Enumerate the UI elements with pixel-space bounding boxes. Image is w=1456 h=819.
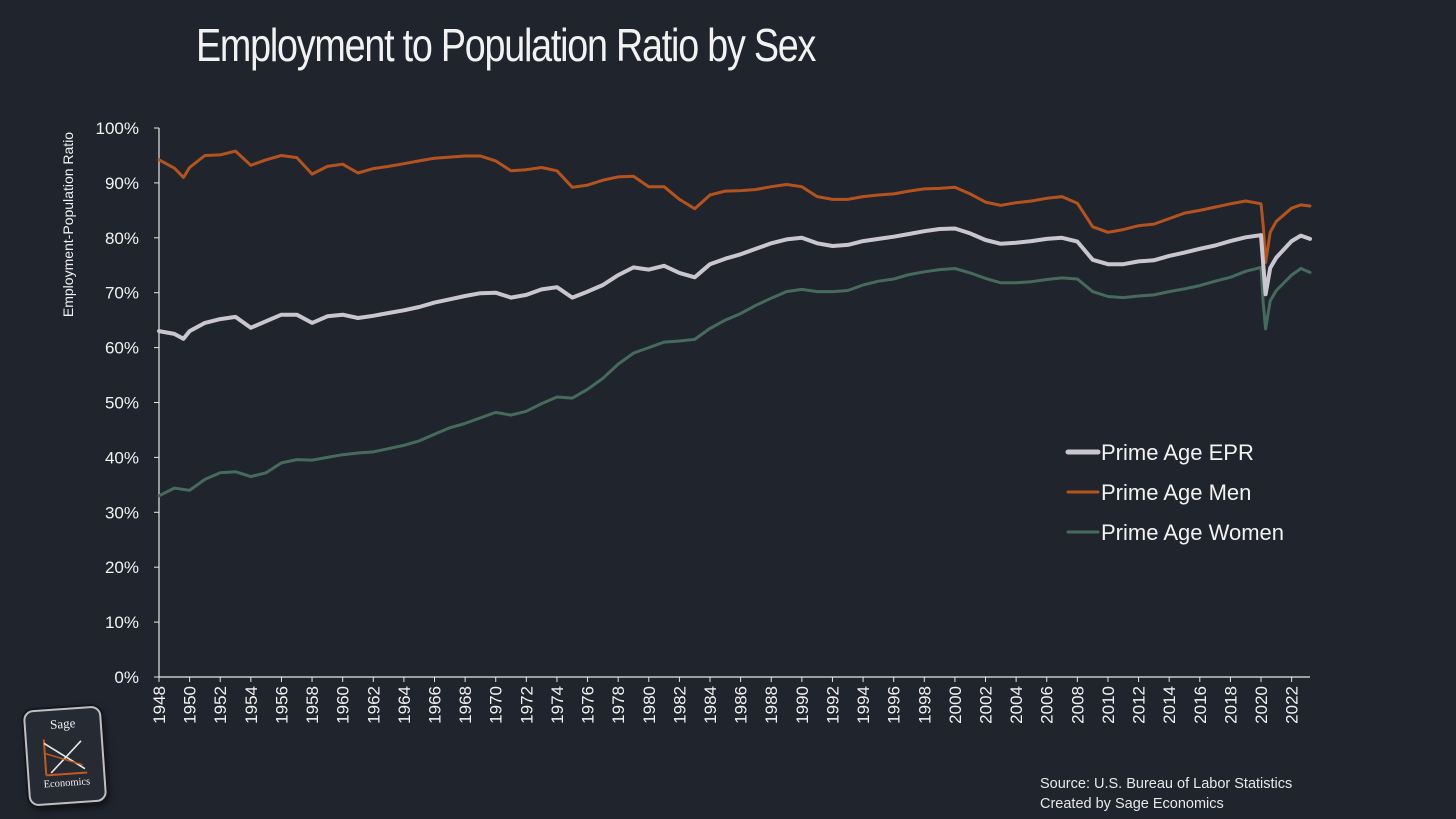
x-tick-label: 1990 bbox=[793, 686, 812, 724]
y-tick-label: 30% bbox=[105, 503, 139, 522]
y-tick-label: 10% bbox=[105, 613, 139, 632]
legend-label: Prime Age Women bbox=[1101, 520, 1284, 545]
y-tick-label: 90% bbox=[105, 174, 139, 193]
x-tick-label: 2004 bbox=[1007, 686, 1026, 724]
legend-label: Prime Age Men bbox=[1101, 480, 1251, 505]
source-line: Source: U.S. Bureau of Labor Statistics bbox=[1040, 776, 1293, 792]
logo-graph-icon bbox=[42, 739, 88, 777]
y-tick-label: 50% bbox=[105, 394, 139, 413]
y-tick-label: 0% bbox=[114, 668, 139, 687]
x-tick-label: 1960 bbox=[334, 686, 353, 724]
sage-economics-logo: Sage Economics bbox=[22, 705, 108, 807]
x-tick-label: 1956 bbox=[272, 686, 291, 724]
x-tick-label: 1992 bbox=[823, 686, 842, 724]
x-tick-label: 2014 bbox=[1160, 686, 1179, 724]
y-tick-label: 20% bbox=[105, 558, 139, 577]
x-tick-label: 1968 bbox=[456, 686, 475, 724]
source-note: Source: U.S. Bureau of Labor Statistics … bbox=[1040, 774, 1292, 814]
y-axis-label: Employment-Population Ratio bbox=[60, 132, 76, 317]
y-tick-label: 70% bbox=[105, 284, 139, 303]
x-tick-label: 1950 bbox=[181, 686, 200, 724]
x-tick-label: 1994 bbox=[854, 686, 873, 724]
series-line-prime-age-women bbox=[157, 265, 1312, 498]
x-tick-label: 2016 bbox=[1191, 686, 1210, 724]
series-lines bbox=[157, 149, 1312, 498]
legend: Prime Age EPR Prime Age Men Prime Age Wome… bbox=[1065, 440, 1284, 545]
x-tick-label: 2020 bbox=[1252, 686, 1271, 724]
chart-title: Employment to Population Ratio by Sex bbox=[196, 19, 816, 71]
x-tick-label: 2012 bbox=[1130, 686, 1149, 724]
x-tick-label: 1978 bbox=[609, 686, 628, 724]
x-tick-label: 2010 bbox=[1099, 686, 1118, 724]
x-tick-label: 1964 bbox=[395, 686, 414, 724]
x-tick-label: 2018 bbox=[1221, 686, 1240, 724]
series-line-prime-age-men bbox=[157, 149, 1312, 264]
x-tick-label: 2006 bbox=[1038, 686, 1057, 724]
x-tick-label: 1972 bbox=[517, 686, 536, 724]
axes: 0% 10% 20% 30% 40% 50% 60% 70% 80% 90% 100% Employm… bbox=[60, 119, 1310, 724]
x-tick-label: 1962 bbox=[364, 686, 383, 724]
x-tick-label: 1986 bbox=[732, 686, 751, 724]
logo-top-text: Sage bbox=[49, 715, 76, 732]
y-tick-label: 40% bbox=[105, 448, 139, 467]
legend-label: Prime Age EPR bbox=[1101, 440, 1254, 465]
x-tick-label: 1980 bbox=[640, 686, 659, 724]
x-tick-label: 2000 bbox=[946, 686, 965, 724]
series-line-prime-age-epr bbox=[157, 226, 1312, 341]
x-tick-label: 1988 bbox=[762, 686, 781, 724]
x-tick-label: 1970 bbox=[487, 686, 506, 724]
x-tick-label: 1958 bbox=[303, 686, 322, 724]
x-tick-label: 1948 bbox=[150, 686, 169, 724]
x-tick-label: 2002 bbox=[977, 686, 996, 724]
x-tick-label: 1952 bbox=[211, 686, 230, 724]
y-tick-label: 100% bbox=[96, 119, 139, 138]
x-tick-label: 1954 bbox=[242, 686, 261, 724]
x-tick-label: 1984 bbox=[701, 686, 720, 724]
credit-line: Created by Sage Economics bbox=[1040, 796, 1224, 812]
x-tick-label: 1966 bbox=[426, 686, 445, 724]
x-tick-label: 1974 bbox=[548, 686, 567, 724]
x-tick-label: 1976 bbox=[579, 686, 598, 724]
y-tick-label: 60% bbox=[105, 339, 139, 358]
x-tick-label: 1998 bbox=[915, 686, 934, 724]
logo-bottom-text: Economics bbox=[43, 776, 91, 791]
x-tick-label: 2008 bbox=[1068, 686, 1087, 724]
y-tick-label: 80% bbox=[105, 229, 139, 248]
x-tick-label: 1996 bbox=[885, 686, 904, 724]
x-tick-label: 2022 bbox=[1283, 686, 1302, 724]
x-tick-label: 1982 bbox=[670, 686, 689, 724]
